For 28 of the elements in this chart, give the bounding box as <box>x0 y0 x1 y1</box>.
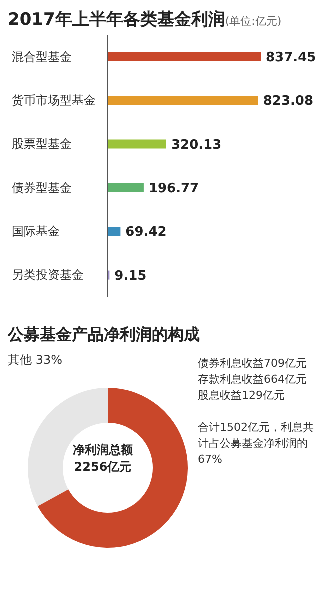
y-tick-label: 国际基金 <box>12 224 60 238</box>
text: 存款利息收益664亿元 <box>198 372 308 388</box>
text: 合计1502亿元，利息共计占公募基金净利润的67% <box>198 420 315 468</box>
data-label: 33% <box>36 353 62 367</box>
chart-subtitle: (单位:亿元) <box>225 15 282 28</box>
bar <box>108 227 121 236</box>
text: 股息收益129亿元 <box>198 388 286 404</box>
text: 债券利息收益709亿元 <box>198 356 308 372</box>
y-tick-label: 另类投资基金 <box>12 268 84 282</box>
bar <box>108 140 166 149</box>
data-label: 823.08 <box>263 94 314 110</box>
text: 净利润总额 2256亿元 <box>72 442 134 476</box>
y-tick-label: 股票型基金 <box>12 137 72 152</box>
y-tick-label: 货币市场型基金 <box>12 94 96 108</box>
bar <box>108 96 258 106</box>
y-tick-label: 债券型基金 <box>12 180 72 195</box>
data-label: 9.15 <box>114 268 147 284</box>
chart-title: 公募基金产品净利润的构成 <box>8 325 201 346</box>
slice-label: 其他 <box>8 353 32 367</box>
bar <box>108 183 144 192</box>
data-label: 196.77 <box>148 182 200 197</box>
data-label: 69.42 <box>126 225 167 240</box>
data-label: 837.45 <box>266 50 316 66</box>
bar <box>108 52 261 62</box>
donut-slice <box>28 388 108 507</box>
y-tick-label: 混合型基金 <box>12 50 72 64</box>
donut-slice <box>38 388 188 548</box>
data-label: 320.13 <box>171 138 222 153</box>
